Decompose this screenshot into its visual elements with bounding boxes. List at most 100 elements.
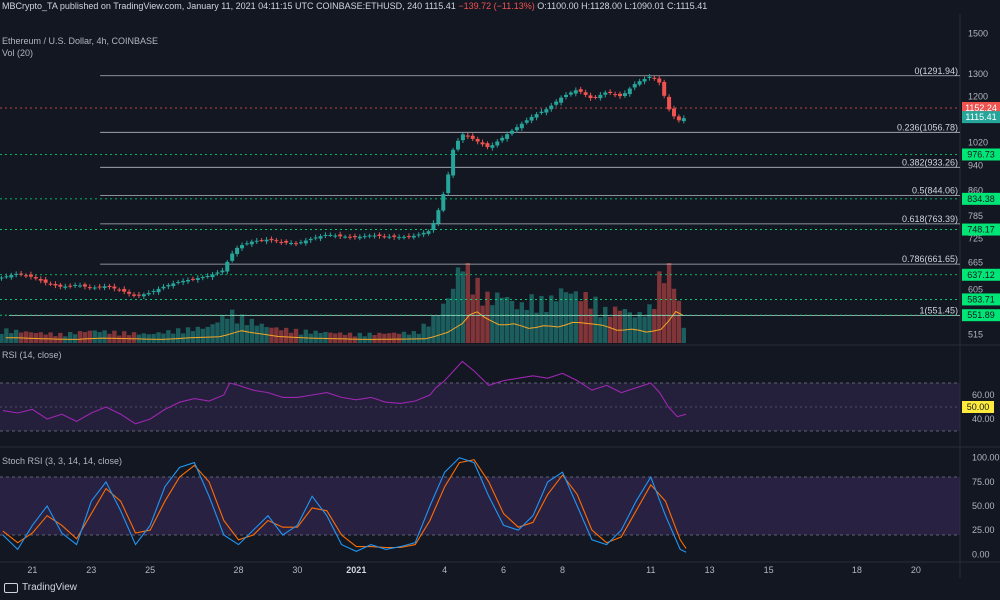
candle-body (416, 234, 421, 236)
volume-bar (455, 267, 461, 343)
volume-bar (195, 326, 201, 343)
volume-bar (97, 332, 102, 343)
candle-body (460, 134, 465, 141)
candle-body (671, 108, 676, 117)
candle-body (362, 236, 367, 238)
price-label-box (962, 148, 1000, 161)
publisher-name[interactable]: MBCrypto_TA (2, 1, 58, 11)
volume-bar (519, 302, 525, 343)
volume-bar (647, 304, 652, 343)
price-axis-tick: 1300 (968, 69, 988, 79)
volume-bar (205, 326, 210, 343)
price-label-box (962, 223, 1000, 236)
candle-body (298, 242, 303, 244)
time-axis-tick: 4 (442, 565, 447, 575)
volume-bar (583, 292, 588, 343)
volume-bar (117, 335, 122, 343)
volume-bar (337, 332, 343, 343)
candle-body (598, 94, 603, 99)
volume-bar (578, 301, 583, 343)
time-axis-tick: 15 (764, 565, 774, 575)
candle-body (475, 138, 480, 142)
volume-bar (171, 333, 176, 343)
candle-body (269, 238, 274, 241)
time-axis-tick: 30 (292, 565, 302, 575)
volume-bar (367, 332, 372, 343)
candle-body (166, 285, 171, 287)
candle-body (465, 135, 470, 137)
candle-body (161, 286, 166, 289)
time-axis-tick: 21 (27, 565, 37, 575)
candle-body (657, 78, 662, 83)
volume-bar (220, 315, 225, 343)
candle-body (92, 287, 97, 289)
volume-bar (598, 317, 603, 343)
rsi-value-box (962, 401, 994, 413)
volume-bar (607, 316, 613, 343)
candle-body (240, 245, 245, 249)
candle-body (254, 240, 259, 242)
volume-bar (445, 298, 451, 343)
price-change: −139.72 (−11.13%) (458, 1, 535, 11)
price-axis-tick: 1020 (968, 137, 988, 147)
time-axis-tick: 13 (705, 565, 715, 575)
volume-bar (480, 305, 485, 343)
candle-body (431, 222, 436, 231)
candle-body (524, 120, 529, 123)
volume-bar (274, 327, 279, 343)
volume-bar (495, 292, 500, 343)
tradingview-logo[interactable]: TradingView (4, 582, 77, 593)
candle-body (14, 273, 19, 275)
price-label: 748.17 (967, 225, 995, 235)
candle-body (534, 114, 539, 118)
candle-body (588, 95, 593, 99)
candle-body (78, 285, 83, 287)
volume-ma-line (5, 310, 684, 340)
volume-bar (82, 332, 88, 343)
candle-body (662, 81, 667, 96)
candle-body (519, 123, 524, 129)
price-label: 583.71 (967, 294, 995, 304)
volume-bar (401, 331, 407, 343)
candle-body (73, 284, 78, 286)
price-label-box (962, 268, 1000, 281)
stoch-axis-tick: 0.00 (972, 549, 990, 559)
volume-bar (38, 332, 43, 343)
time-axis-tick: 20 (911, 565, 921, 575)
brand-text: TradingView (22, 582, 78, 593)
volume-bar (58, 332, 63, 343)
volume-bar (87, 330, 93, 343)
time-axis-tick: 18 (852, 565, 862, 575)
candle-body (176, 281, 181, 283)
volume-bar (28, 332, 34, 343)
candle-body (637, 81, 642, 85)
candle-body (559, 97, 564, 103)
volume-bar (431, 315, 436, 343)
candle-body (406, 236, 411, 238)
volume-bar (4, 328, 9, 343)
candle-body (225, 261, 230, 272)
candle-body (583, 92, 588, 95)
candle-body (667, 96, 672, 110)
candle-body (58, 284, 63, 287)
candle-body (68, 285, 73, 287)
fib-level-label: 0.236(1056.78) (897, 122, 958, 132)
volume-bar (544, 312, 549, 343)
volume-bar (382, 333, 387, 343)
stoch-axis-tick: 100.00 (972, 453, 1000, 463)
candle-body (426, 231, 431, 234)
volume-bar (568, 293, 574, 343)
volume-bar (323, 331, 328, 343)
candle-body (24, 275, 29, 277)
volume-label: Vol (20) (2, 48, 34, 58)
volume-bar (23, 331, 29, 343)
volume-bar (249, 318, 255, 343)
candle-body (230, 253, 235, 261)
candle-body (377, 234, 382, 236)
tradingview-icon (4, 582, 18, 593)
stoch-axis-tick: 25.00 (972, 525, 995, 535)
volume-bar (499, 297, 505, 343)
candle-body (112, 286, 117, 289)
volume-bar (146, 334, 151, 343)
